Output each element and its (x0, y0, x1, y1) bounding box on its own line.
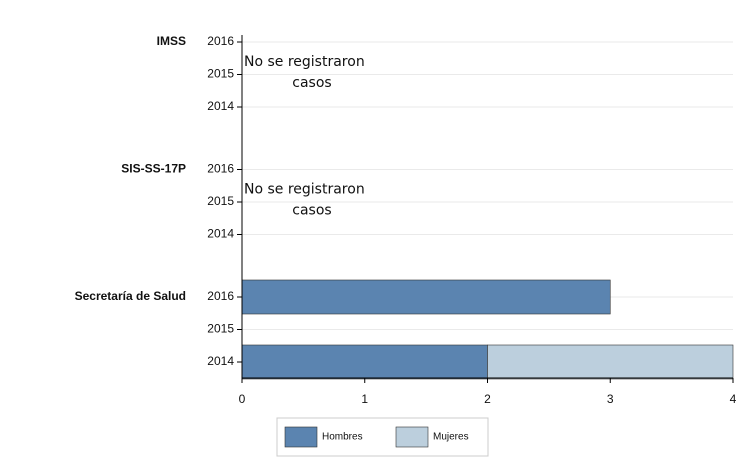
y-tick-label: 2014 (207, 99, 234, 113)
annotation: No se registraron (244, 54, 365, 70)
x-tick-label: 0 (239, 392, 246, 406)
y-tick-label: 2014 (207, 227, 234, 241)
y-tick-label: 2015 (207, 322, 234, 336)
bar (487, 344, 734, 380)
x-tick-label: 1 (361, 392, 368, 406)
annotation: No se registraron (244, 182, 365, 198)
y-tick-label: 2016 (207, 34, 234, 48)
x-tick-label: 4 (730, 392, 737, 406)
annotation: casos (292, 203, 331, 219)
y-tick-label: 2016 (207, 289, 234, 303)
legend-swatch (284, 426, 318, 448)
y-tick-label: 2015 (207, 194, 234, 208)
y-tick-label: 2015 (207, 67, 234, 81)
x-tick-label: 3 (607, 392, 614, 406)
group-label: Secretaría de Salud (75, 289, 186, 303)
x-tick-label: 2 (484, 392, 491, 406)
legend-label: Mujeres (433, 432, 469, 443)
bar (241, 279, 611, 315)
group-label: IMSS (157, 34, 186, 48)
legend-label: Hombres (322, 432, 363, 443)
legend-swatch (395, 426, 429, 448)
group-label: SIS-SS-17P (121, 162, 186, 176)
bar (241, 344, 488, 380)
y-tick-label: 2016 (207, 162, 234, 176)
y-tick-label: 2014 (207, 354, 234, 368)
legend-box (276, 417, 489, 457)
annotation: casos (292, 75, 331, 91)
